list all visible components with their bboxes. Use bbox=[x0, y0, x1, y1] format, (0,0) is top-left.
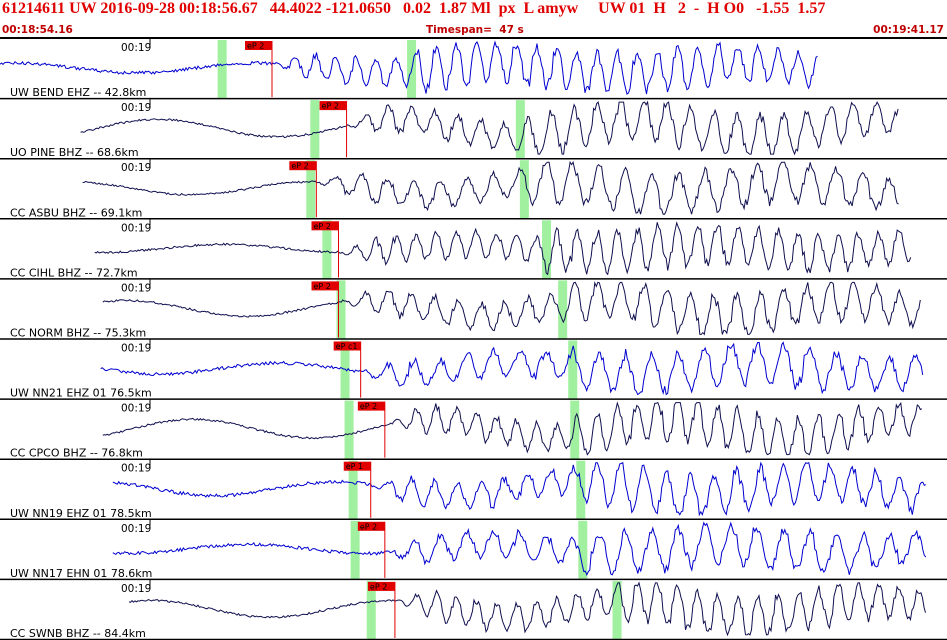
timespan-label: Timespan= 47 s bbox=[426, 24, 524, 36]
channel-label: UW NN21 EHZ 01 76.5km bbox=[10, 387, 152, 400]
p-phase-window bbox=[366, 580, 376, 639]
channel-panel: eP 2 00:19 CC NORM BHZ -- 75.3km bbox=[0, 279, 947, 340]
seismogram-panels: eP 2 00:19 UW BEND EHZ -- 42.8km eP 2 00:19 U… bbox=[0, 39, 947, 640]
pick-label: eP c1 bbox=[336, 342, 358, 351]
s-phase-window bbox=[570, 400, 580, 459]
p-pick-box bbox=[289, 161, 317, 171]
channel-panel: eP 2 00:19 CC CPCO BHZ -- 76.8km bbox=[0, 399, 947, 460]
channel-label: UW NN17 EHN 01 78.6km bbox=[10, 567, 152, 580]
p-phase-window bbox=[322, 220, 332, 279]
channel-label: UW BEND EHZ -- 42.8km bbox=[10, 86, 146, 99]
p-pick-box bbox=[357, 521, 385, 531]
pick-label: eP 2 bbox=[360, 522, 377, 531]
s-phase-window bbox=[576, 460, 586, 519]
waveform-trace bbox=[112, 521, 927, 577]
waveform-trace bbox=[112, 461, 927, 517]
channel-panel: eP 2 00:19 UO PINE BHZ -- 68.6km bbox=[0, 99, 947, 160]
tick-time-label: 00:19 bbox=[121, 222, 151, 234]
tick-time-label: 00:19 bbox=[121, 282, 151, 294]
waveform-trace bbox=[102, 280, 921, 336]
tick-time-label: 00:19 bbox=[121, 583, 151, 595]
channel-label: CC SWNB BHZ -- 84.4km bbox=[10, 627, 146, 640]
channel-panel: eP 2 00:19 CC ASBU BHZ -- 69.1km bbox=[0, 159, 947, 220]
p-pick-box bbox=[311, 221, 339, 231]
p-pick-box bbox=[343, 461, 371, 471]
channel-label: CC NORM BHZ -- 75.3km bbox=[10, 327, 146, 340]
tick-time-label: 00:19 bbox=[121, 102, 151, 114]
pick-label: eP 2 bbox=[314, 282, 331, 291]
s-phase-window bbox=[578, 520, 588, 579]
waveform-trace bbox=[100, 341, 924, 396]
pick-label: eP 2 bbox=[322, 102, 339, 111]
p-pick-box bbox=[245, 41, 273, 50]
tick-time-label: 00:19 bbox=[121, 162, 151, 174]
waveform-trace bbox=[94, 221, 912, 276]
p-phase-window bbox=[336, 280, 346, 339]
pick-label: eP 2 bbox=[314, 222, 331, 231]
p-pick-box bbox=[357, 401, 385, 411]
p-phase-window bbox=[350, 520, 360, 579]
p-phase-window bbox=[217, 40, 227, 99]
pick-label: eP 2 bbox=[370, 582, 387, 591]
p-phase-window bbox=[348, 460, 358, 519]
p-phase-window bbox=[306, 160, 316, 219]
tick-time-label: 00:19 bbox=[121, 523, 151, 535]
pick-label: eP 2 bbox=[291, 162, 308, 171]
tick-time-label: 00:19 bbox=[121, 343, 151, 355]
channel-panel: eP c1 00:19 UW NN21 EHZ 01 76.5km bbox=[0, 339, 947, 400]
waveform-trace bbox=[128, 581, 926, 637]
event-title: 61214611 UW 2016-09-28 00:18:56.67 44.40… bbox=[2, 0, 826, 17]
pick-label: eP 2 bbox=[247, 42, 264, 51]
s-phase-window bbox=[568, 340, 578, 399]
channel-panel: eP 2 00:19 UW NN17 EHN 01 78.6km bbox=[0, 519, 947, 581]
p-pick-box bbox=[367, 581, 395, 591]
channel-label: CC CPCO BHZ -- 76.8km bbox=[10, 447, 143, 460]
waveform-trace bbox=[82, 160, 899, 215]
tick-time-label: 00:19 bbox=[121, 403, 151, 415]
channel-label: UO PINE BHZ -- 68.6km bbox=[10, 146, 139, 159]
channel-label: UW NN19 EHZ 01 78.5km bbox=[10, 507, 152, 520]
p-phase-window bbox=[344, 400, 354, 459]
s-phase-window bbox=[542, 220, 552, 279]
pick-label: eP 2 bbox=[360, 402, 377, 411]
p-phase-window bbox=[310, 100, 320, 159]
p-pick-box bbox=[311, 281, 339, 291]
p-pick-box bbox=[319, 101, 347, 111]
s-phase-window bbox=[612, 580, 622, 639]
waveform-trace bbox=[0, 40, 818, 95]
end-time: 00:19:41.17 bbox=[873, 24, 944, 36]
p-pick-box bbox=[333, 341, 361, 351]
waveform-trace bbox=[80, 100, 899, 156]
header-separator bbox=[0, 37, 947, 39]
s-phase-window bbox=[515, 100, 525, 159]
s-phase-window bbox=[558, 280, 568, 339]
channel-label: CC CIHL BHZ -- 72.7km bbox=[10, 266, 138, 279]
tick-time-label: 00:19 bbox=[121, 463, 151, 475]
channel-panel: eP 2 00:19 CC SWNB BHZ -- 84.4km bbox=[0, 579, 947, 640]
start-time: 00:18:54.16 bbox=[2, 24, 73, 36]
waveform-trace bbox=[102, 401, 923, 456]
channel-panel: eP 2 00:19 CC CIHL BHZ -- 72.7km bbox=[0, 219, 947, 280]
channel-label: CC ASBU BHZ -- 69.1km bbox=[10, 206, 142, 219]
channel-panel: eP 2 00:19 UW BEND EHZ -- 42.8km bbox=[0, 39, 947, 100]
channel-panel: eP 1 00:19 UW NN19 EHZ 01 78.5km bbox=[0, 459, 947, 521]
s-phase-window bbox=[519, 160, 529, 219]
pick-label: eP 1 bbox=[346, 462, 363, 471]
record-header: 61214611 UW 2016-09-28 00:18:56.67 44.40… bbox=[0, 0, 947, 36]
tick-time-label: 00:19 bbox=[121, 42, 151, 54]
